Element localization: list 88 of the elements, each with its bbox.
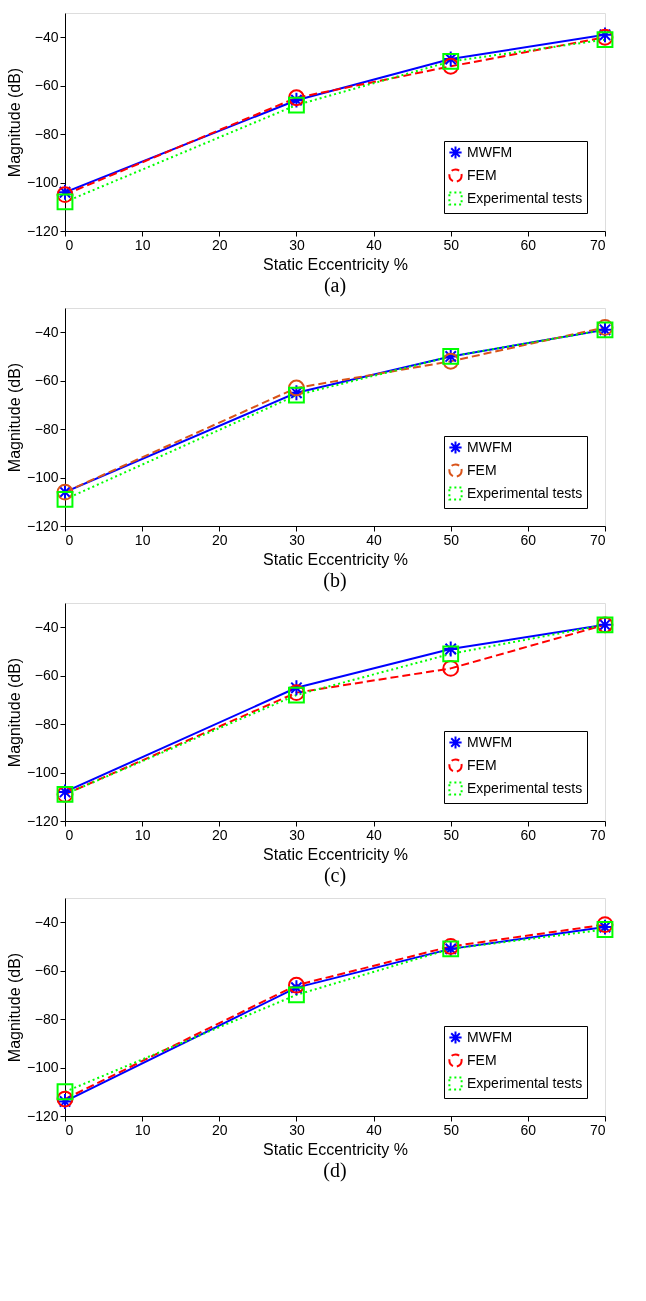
text: (c) [323,864,347,887]
legend-label: Experimental tests [467,189,583,206]
point [442,660,460,677]
x-tick-label: 70 [589,236,606,253]
point [288,96,305,114]
y-tick-label: −120 [26,222,59,239]
x-tick-label: 70 [589,531,606,548]
text: (d) [323,1159,347,1182]
x-tick-label: 70 [589,826,606,843]
x-axis-title: Static Eccentricity % [263,1140,408,1158]
x-tick-label: 20 [212,1121,228,1138]
y-tick-label: −120 [26,1107,59,1124]
y-axis-title: Magnitude (dB) [5,657,23,768]
point [56,1083,74,1101]
point [442,57,460,75]
x-tick-label: 50 [443,1121,460,1138]
x-tick-label: 10 [134,531,151,548]
x-tick-label: 30 [289,531,305,548]
x-axis-title: Static Eccentricity % [263,255,408,273]
y-tick-label: −120 [26,812,59,829]
x-tick-label: 0 [65,1121,74,1138]
x-tick-label: 0 [65,826,74,843]
y-tick-label: −40 [34,618,59,635]
y-tick-label: −40 [34,28,59,45]
y-tick-label: −80 [34,125,59,142]
x-tick-label: 40 [366,531,383,548]
x-tick-label: 40 [366,236,383,253]
y-tick-label: −100 [26,174,59,191]
y-axis-title: Magnitude (dB) [5,67,23,178]
y-tick-label: −60 [34,372,59,389]
x-tick-label: 20 [212,826,228,843]
point [442,645,460,663]
y-axis-title: Magnitude (dB) [5,952,23,1063]
x-tick-label: 30 [289,826,305,843]
y-tick-label: −60 [34,962,59,979]
y-tick-label: −80 [34,420,59,437]
point [288,986,305,1004]
x-tick-label: 50 [443,826,460,843]
legend-label: Experimental tests [467,779,583,796]
x-tick-label: 0 [65,236,74,253]
point [288,379,305,397]
x-tick-label: 10 [134,236,151,253]
y-tick-label: −60 [34,667,59,684]
y-tick-label: −80 [34,715,59,732]
x-tick-label: 20 [212,531,228,548]
x-tick-label: 70 [589,1121,606,1138]
x-tick-label: 50 [443,531,460,548]
y-tick-label: −120 [26,517,59,534]
legend-label: FEM [467,1051,497,1068]
legend-label: Experimental tests [467,1074,583,1091]
point [442,352,460,370]
x-tick-label: 20 [212,236,228,253]
x-tick-label: 30 [289,1121,305,1138]
text: (b) [323,569,347,592]
y-tick-label: −100 [26,469,59,486]
x-tick-label: 30 [289,236,305,253]
x-tick-label: 10 [134,1121,151,1138]
text: (a) [323,274,347,297]
y-tick-label: −40 [34,323,59,340]
x-tick-label: 60 [520,826,537,843]
point [56,193,74,211]
y-tick-label: −100 [26,1059,59,1076]
x-tick-label: 40 [366,826,383,843]
x-tick-label: 50 [443,236,460,253]
legend-label: FEM [467,461,497,478]
point [442,640,460,658]
x-tick-label: 40 [366,1121,383,1138]
x-axis-title: Static Eccentricity % [263,845,408,863]
legend-label: MWFM [467,1028,513,1045]
x-tick-label: 10 [134,826,151,843]
y-tick-label: −100 [26,764,59,781]
point [56,490,74,508]
legend-label: MWFM [467,143,513,160]
x-tick-label: 60 [520,1121,537,1138]
y-tick-label: −40 [34,913,59,930]
y-tick-label: −80 [34,1010,59,1027]
y-tick-label: −60 [34,77,59,94]
legend-label: Experimental tests [467,484,583,501]
legend-label: MWFM [467,733,513,750]
x-axis-title: Static Eccentricity % [263,550,408,568]
x-tick-label: 0 [65,531,74,548]
legend-label: FEM [467,166,497,183]
y-axis-title: Magnitude (dB) [5,362,23,473]
legend-label: MWFM [467,438,513,455]
x-tick-label: 60 [520,236,537,253]
legend-label: FEM [467,756,497,773]
x-tick-label: 60 [520,531,537,548]
point [288,679,305,697]
